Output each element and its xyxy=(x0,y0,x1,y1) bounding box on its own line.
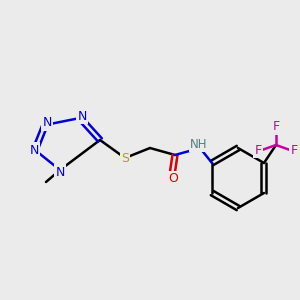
Text: F: F xyxy=(272,121,280,134)
Text: S: S xyxy=(121,152,129,164)
Text: F: F xyxy=(290,143,298,157)
Text: N: N xyxy=(55,166,65,178)
Text: N: N xyxy=(29,143,39,157)
Text: N: N xyxy=(42,116,52,130)
Text: F: F xyxy=(254,143,262,157)
Text: O: O xyxy=(168,172,178,185)
Text: N: N xyxy=(77,110,87,122)
Text: NH: NH xyxy=(190,137,208,151)
